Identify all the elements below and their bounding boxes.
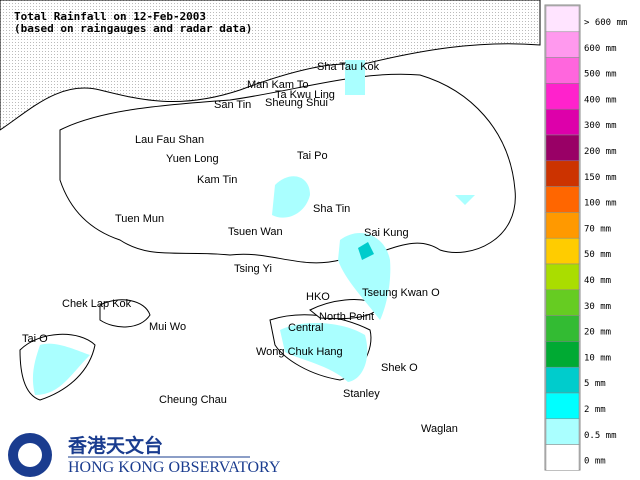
place-label: Mui Wo <box>149 321 186 333</box>
place-label: Stanley <box>343 388 380 400</box>
place-label: Tsing Yi <box>234 263 272 275</box>
legend-label: 70 mm <box>584 224 611 234</box>
subtitle: (based on raingauges and radar data) <box>14 22 252 35</box>
legend-label: > 600 mm <box>584 18 627 28</box>
legend-label: 50 mm <box>584 250 611 260</box>
place-label: Cheung Chau <box>159 394 227 406</box>
place-label: Ta Kwu Ling <box>275 89 335 101</box>
legend-swatch <box>545 160 580 187</box>
place-label: Tai Po <box>297 150 328 162</box>
logo: 香港天文台 HONG KONG OBSERVATORY <box>8 433 281 477</box>
logo-chinese: 香港天文台 <box>67 434 163 457</box>
title: Total Rainfall on 12-Feb-2003 <box>14 10 206 23</box>
place-label: Sai Kung <box>364 227 409 239</box>
legend-swatch <box>545 31 580 58</box>
legend-label: 400 mm <box>584 95 617 105</box>
legend-label: 20 mm <box>584 328 611 338</box>
legend-label: 40 mm <box>584 276 611 286</box>
place-label: Central <box>288 322 323 334</box>
legend-label: 0 mm <box>584 457 606 467</box>
legend-swatch <box>545 315 580 342</box>
logo-english: HONG KONG OBSERVATORY <box>68 459 281 476</box>
place-label: HKO <box>306 291 330 303</box>
legend-swatch <box>545 444 580 471</box>
place-label: Yuen Long <box>166 153 219 165</box>
legend-swatch <box>545 186 580 213</box>
place-label: Wong Chuk Hang <box>256 346 343 358</box>
place-label: Sheung Shui <box>265 97 328 109</box>
place-label: Tai O <box>22 333 48 345</box>
place-label: North Point <box>319 311 374 323</box>
legend-swatch <box>545 212 580 239</box>
legend-swatch <box>545 263 580 291</box>
place-label: Tsuen Wan <box>228 226 283 238</box>
legend-label: 300 mm <box>584 121 617 131</box>
legend-label: 600 mm <box>584 44 617 54</box>
place-label: Sha Tau Kok <box>317 61 380 73</box>
legend-swatch <box>545 289 580 316</box>
place-label: Sha Tin <box>313 203 350 215</box>
legend-swatch <box>545 341 580 368</box>
legend-label: 5 mm <box>584 379 606 389</box>
place-label: Tseung Kwan O <box>362 287 440 299</box>
legend-label: 100 mm <box>584 199 617 209</box>
legend-label: 2 mm <box>584 405 606 415</box>
legend-label: 30 mm <box>584 302 611 312</box>
legend-label: 0.5 mm <box>584 431 617 441</box>
legend-swatch <box>545 366 580 394</box>
rain-areas <box>32 60 475 395</box>
place-label: Man Kam To <box>247 79 309 91</box>
place-label: Kam Tin <box>197 174 237 186</box>
legend-label: 10 mm <box>584 353 611 363</box>
place-label: Tuen Mun <box>115 213 164 225</box>
legend-label: 500 mm <box>584 70 617 80</box>
legend-label: 200 mm <box>584 147 617 157</box>
legend-label: 150 mm <box>584 173 617 183</box>
legend-swatch <box>545 5 580 33</box>
legend-swatch <box>545 418 580 445</box>
place-label: Shek O <box>381 362 418 374</box>
legend-swatch <box>545 392 580 420</box>
legend-swatch <box>545 237 580 265</box>
place-label: Chek Lap Kok <box>62 298 132 310</box>
place-label: Lau Fau Shan <box>135 134 204 146</box>
land <box>0 0 541 401</box>
place-label: San Tin <box>214 99 251 111</box>
place-label: Waglan <box>421 423 458 435</box>
legend-swatch <box>545 134 580 162</box>
legend-swatch <box>545 57 580 84</box>
legend-swatch <box>545 83 580 110</box>
legend-swatch <box>545 108 580 136</box>
